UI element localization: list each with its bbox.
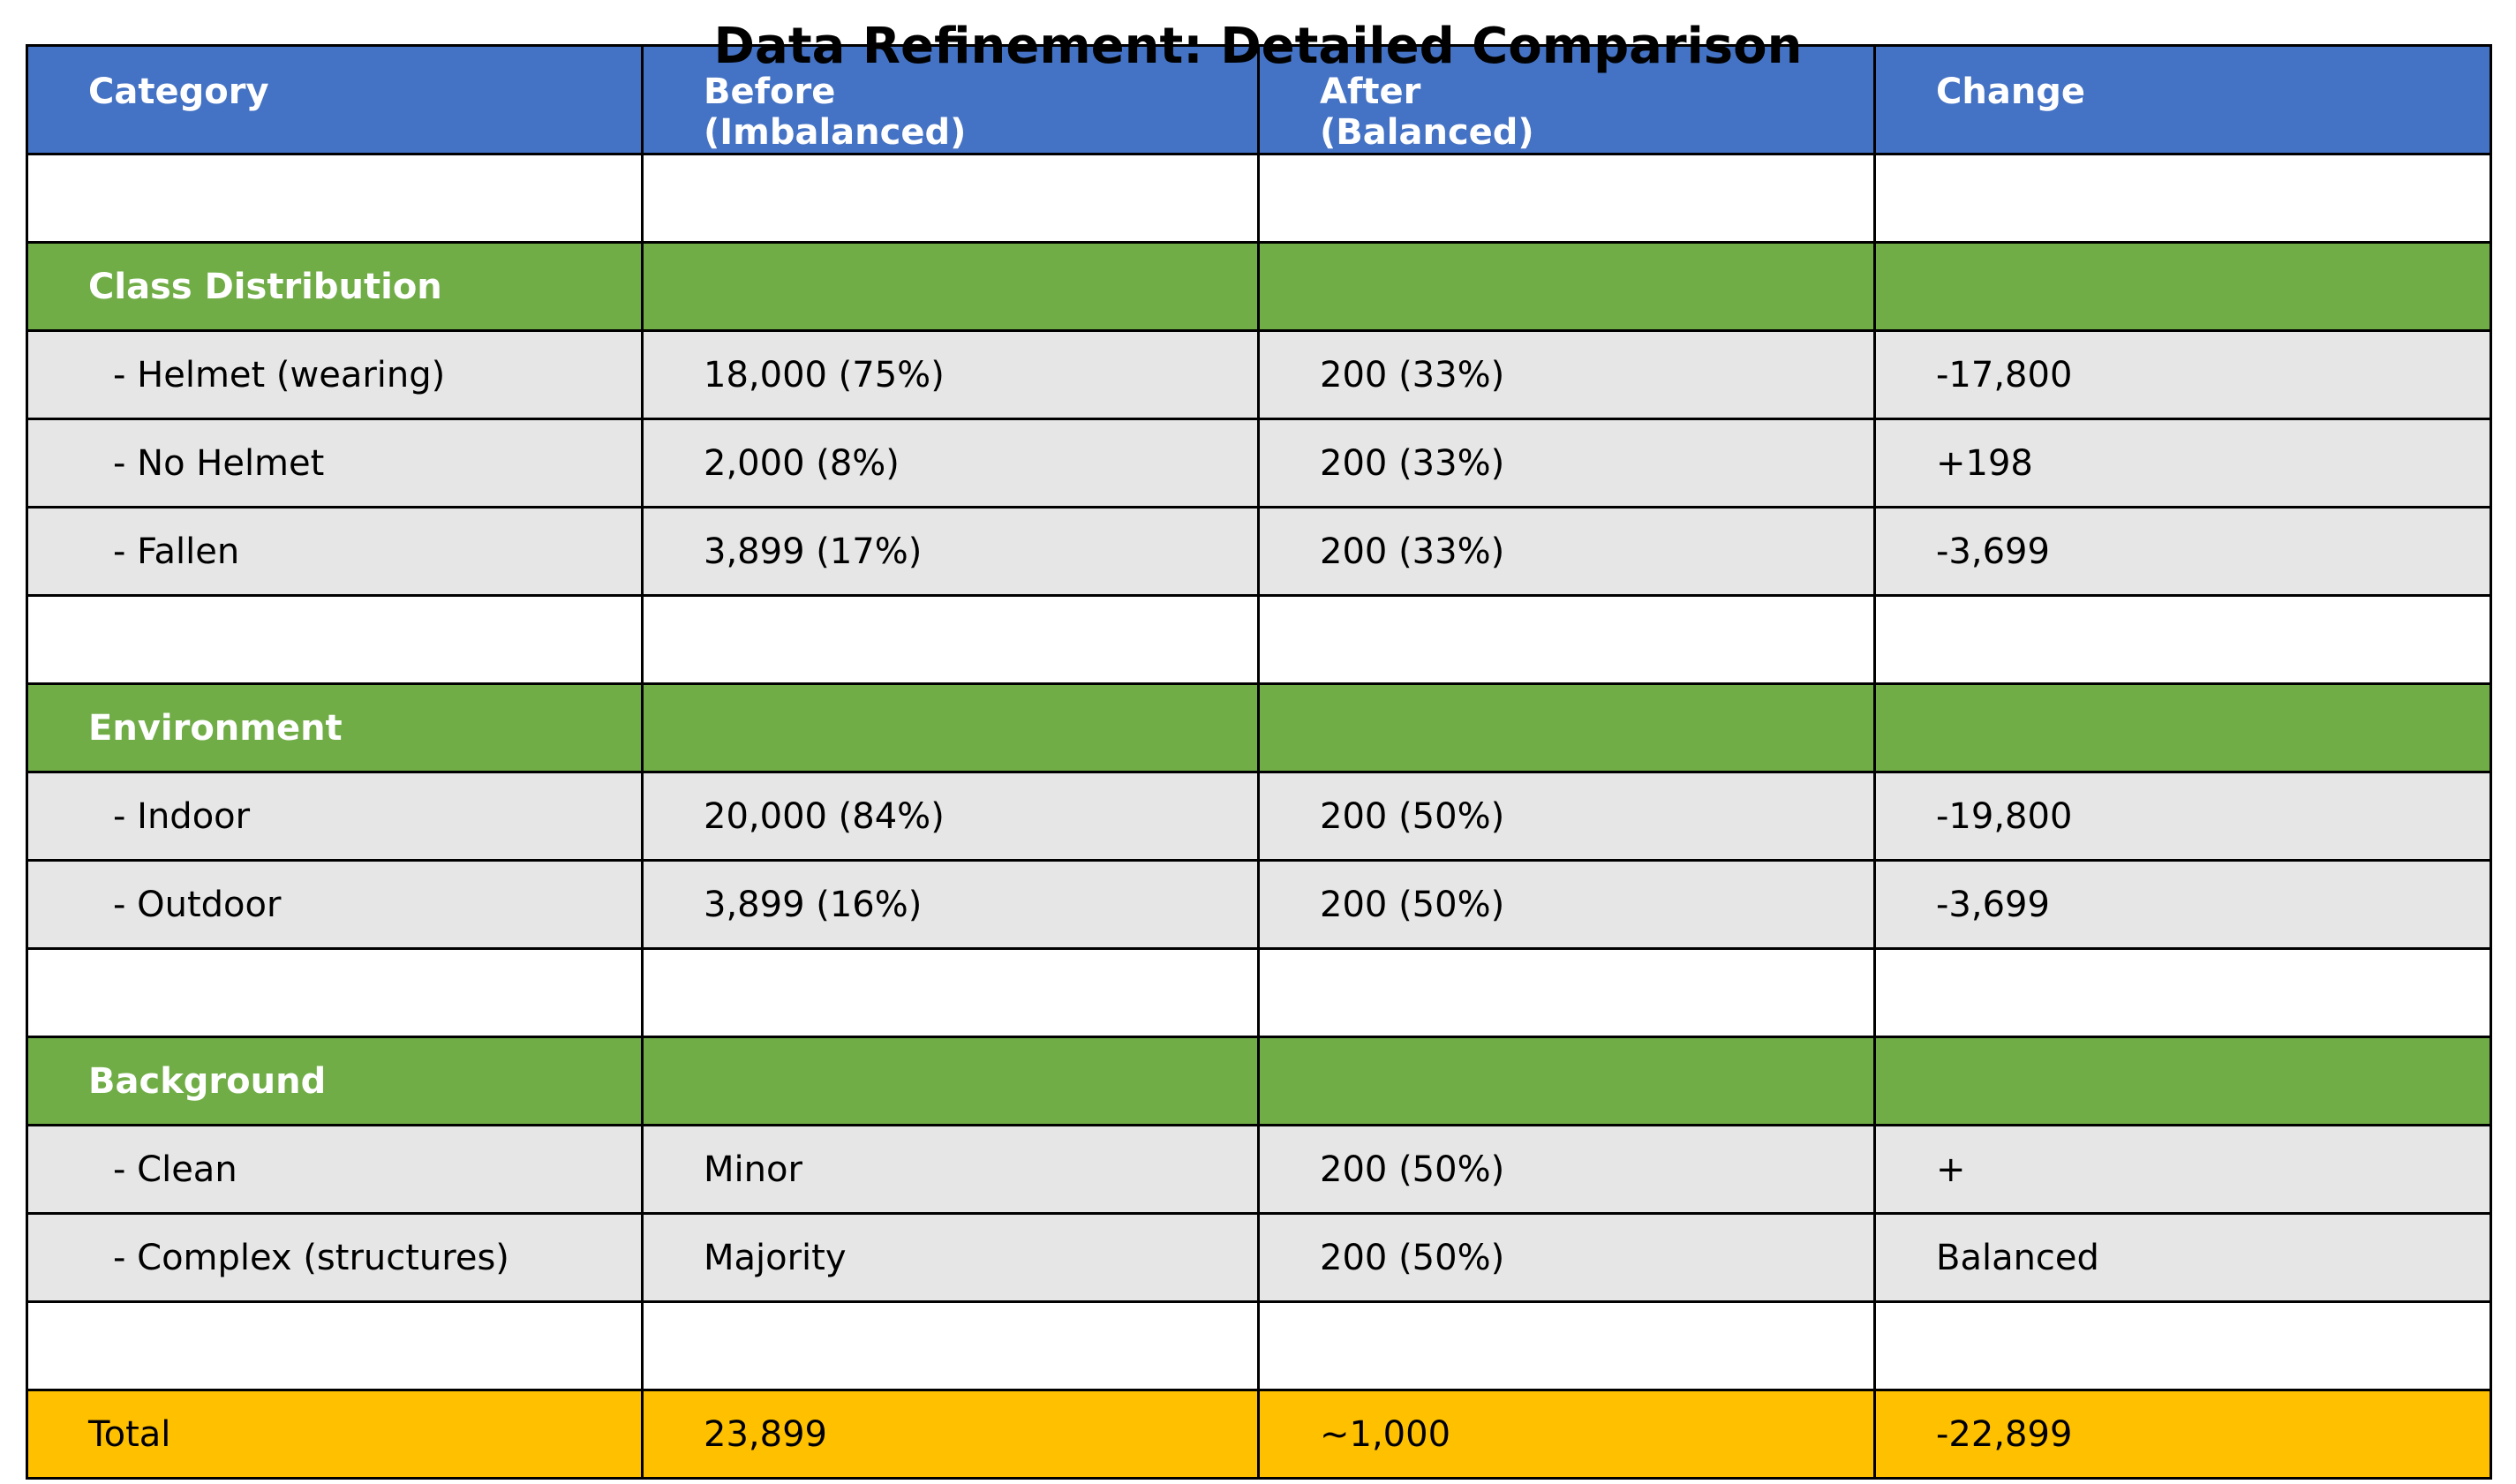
- after-cell: [1257, 947, 1876, 1038]
- spacer-row: [26, 1300, 2492, 1391]
- category-cell: [26, 594, 644, 685]
- item-row: - Fallen 3,899 (17%) 200 (33%) -3,699: [26, 506, 2492, 597]
- chart-title: Data Refinement: Detailed Comparison: [713, 18, 1803, 75]
- before-cell: 23,899: [641, 1389, 1260, 1480]
- change-cell: -17,800: [1873, 329, 2492, 420]
- before-cell: [641, 1300, 1260, 1391]
- section-row: Background: [26, 1036, 2492, 1126]
- after-cell: 200 (50%): [1257, 1124, 1876, 1215]
- category-cell: - Outdoor: [26, 859, 644, 950]
- before-cell: [641, 594, 1260, 685]
- item-row: - Indoor 20,000 (84%) 200 (50%) -19,800: [26, 771, 2492, 862]
- change-cell: [1873, 947, 2492, 1038]
- item-row: - Complex (structures) Majority 200 (50%) B…: [26, 1212, 2492, 1303]
- total-row: Total 23,899 ~1,000 -22,899: [26, 1389, 2492, 1480]
- after-cell: 200 (50%): [1257, 771, 1876, 862]
- header-row: Category Before (Imbalanced) After (Balanc…: [26, 44, 2492, 155]
- category-cell: - Fallen: [26, 506, 644, 597]
- before-cell: Minor: [641, 1124, 1260, 1215]
- after-cell: 200 (33%): [1257, 506, 1876, 597]
- category-cell: [26, 947, 644, 1038]
- spacer-row: [26, 594, 2492, 685]
- category-cell: Class Distribution: [26, 241, 644, 332]
- change-cell: Balanced: [1873, 1212, 2492, 1303]
- section-row: Environment: [26, 682, 2492, 773]
- item-row: - No Helmet 2,000 (8%) 200 (33%) +198: [26, 418, 2492, 508]
- change-cell: [1873, 1300, 2492, 1391]
- after-cell: 200 (50%): [1257, 1212, 1876, 1303]
- after-cell: 200 (33%): [1257, 329, 1876, 420]
- change-cell: +198: [1873, 418, 2492, 508]
- after-cell: 200 (50%): [1257, 859, 1876, 950]
- category-cell: - No Helmet: [26, 418, 644, 508]
- comparison-table: Category Before (Imbalanced) After (Balanc…: [26, 44, 2492, 1480]
- column-header-change: Change: [1873, 44, 2492, 155]
- after-cell: [1257, 241, 1876, 332]
- category-cell: - Clean: [26, 1124, 644, 1215]
- change-cell: -22,899: [1873, 1389, 2492, 1480]
- category-cell: [26, 153, 644, 244]
- before-cell: [641, 682, 1260, 773]
- before-cell: [641, 947, 1260, 1038]
- column-header-before: Before (Imbalanced): [641, 44, 1260, 155]
- category-cell: Background: [26, 1036, 644, 1126]
- after-cell: 200 (33%): [1257, 418, 1876, 508]
- before-cell: Majority: [641, 1212, 1260, 1303]
- before-cell: 3,899 (17%): [641, 506, 1260, 597]
- spacer-row: [26, 153, 2492, 244]
- after-cell: [1257, 153, 1876, 244]
- item-row: - Outdoor 3,899 (16%) 200 (50%) -3,699: [26, 859, 2492, 950]
- change-cell: [1873, 594, 2492, 685]
- change-cell: [1873, 241, 2492, 332]
- change-cell: -3,699: [1873, 859, 2492, 950]
- item-row: - Clean Minor 200 (50%) +: [26, 1124, 2492, 1215]
- section-row: Class Distribution: [26, 241, 2492, 332]
- category-cell: - Complex (structures): [26, 1212, 644, 1303]
- column-header-category: Category: [26, 44, 644, 155]
- category-cell: - Helmet (wearing): [26, 329, 644, 420]
- column-header-after: After (Balanced): [1257, 44, 1876, 155]
- before-cell: 18,000 (75%): [641, 329, 1260, 420]
- before-cell: 3,899 (16%): [641, 859, 1260, 950]
- after-cell: [1257, 682, 1876, 773]
- item-row: - Helmet (wearing) 18,000 (75%) 200 (33%) -…: [26, 329, 2492, 420]
- before-cell: [641, 241, 1260, 332]
- category-cell: Environment: [26, 682, 644, 773]
- before-cell: 20,000 (84%): [641, 771, 1260, 862]
- category-cell: Total: [26, 1389, 644, 1480]
- after-cell: [1257, 1036, 1876, 1126]
- spacer-row: [26, 947, 2492, 1038]
- change-cell: [1873, 153, 2492, 244]
- before-cell: [641, 1036, 1260, 1126]
- after-cell: [1257, 594, 1876, 685]
- change-cell: -3,699: [1873, 506, 2492, 597]
- change-cell: [1873, 682, 2492, 773]
- change-cell: [1873, 1036, 2492, 1126]
- category-cell: [26, 1300, 644, 1391]
- change-cell: +: [1873, 1124, 2492, 1215]
- change-cell: -19,800: [1873, 771, 2492, 862]
- category-cell: - Indoor: [26, 771, 644, 862]
- after-cell: ~1,000: [1257, 1389, 1876, 1480]
- before-cell: 2,000 (8%): [641, 418, 1260, 508]
- after-cell: [1257, 1300, 1876, 1391]
- before-cell: [641, 153, 1260, 244]
- table-body: Category Before (Imbalanced) After (Balanc…: [26, 44, 2492, 1480]
